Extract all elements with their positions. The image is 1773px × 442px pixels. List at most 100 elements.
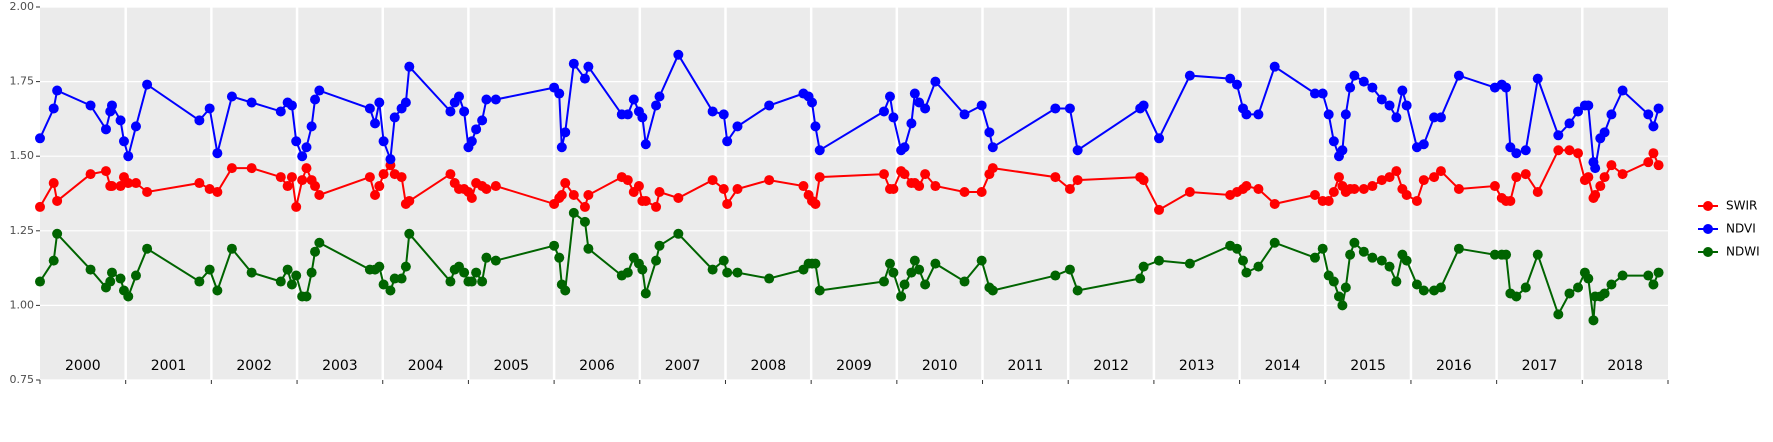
data-point (673, 49, 684, 60)
data-point (579, 201, 590, 212)
data-point (549, 240, 560, 251)
year-label: 2009 (836, 358, 872, 374)
data-point (1138, 261, 1149, 272)
data-point (118, 136, 129, 147)
data-point (301, 142, 312, 153)
data-point (764, 273, 775, 284)
data-point (291, 270, 302, 281)
data-point (1349, 184, 1360, 195)
data-point (1401, 100, 1412, 111)
data-point (297, 151, 308, 162)
data-point (1564, 288, 1575, 299)
data-point (374, 97, 385, 108)
data-point (1367, 181, 1378, 192)
data-point (130, 178, 141, 189)
data-point (301, 163, 312, 174)
year-label: 2010 (922, 358, 958, 374)
data-point (106, 181, 117, 192)
data-point (226, 163, 237, 174)
data-point (1435, 282, 1446, 293)
data-point (1553, 145, 1564, 156)
data-point (810, 121, 821, 132)
data-point (1064, 264, 1075, 275)
data-point (291, 136, 302, 147)
data-point (471, 267, 482, 278)
data-point (212, 148, 223, 159)
year-label: 2013 (1179, 358, 1215, 374)
data-point (1643, 157, 1654, 168)
year-label: 2008 (750, 358, 786, 374)
y-tick-label: 1.25 (10, 224, 35, 237)
data-point (959, 276, 970, 287)
data-point (310, 94, 321, 105)
data-point (1411, 195, 1422, 206)
data-point (1391, 112, 1402, 123)
data-point (1489, 181, 1500, 192)
data-point (888, 267, 899, 278)
year-label: 2012 (1093, 358, 1129, 374)
data-point (899, 279, 910, 290)
data-point (291, 201, 302, 212)
data-point (306, 267, 317, 278)
data-point (310, 181, 321, 192)
data-point (314, 85, 325, 96)
data-point (622, 175, 633, 186)
data-point (654, 240, 665, 251)
year-label: 2007 (665, 358, 701, 374)
data-point (459, 267, 470, 278)
data-point (490, 94, 501, 105)
data-point (640, 195, 651, 206)
year-label: 2006 (579, 358, 615, 374)
data-point (204, 184, 215, 195)
data-point (1358, 246, 1369, 257)
data-point (987, 163, 998, 174)
data-point (976, 187, 987, 198)
data-point (1583, 172, 1594, 183)
y-tick-label: 1.00 (10, 298, 35, 311)
data-point (1072, 285, 1083, 296)
data-point (1653, 160, 1664, 171)
data-point (1606, 160, 1617, 171)
data-point (651, 255, 662, 266)
data-point (914, 264, 925, 275)
data-point (389, 112, 400, 123)
data-point (1648, 148, 1659, 159)
data-point (579, 216, 590, 227)
data-point (123, 291, 134, 302)
data-point (106, 267, 117, 278)
year-label: 2004 (408, 358, 444, 374)
data-point (130, 121, 141, 132)
data-point (1309, 88, 1320, 99)
data-point (1599, 127, 1610, 138)
data-point (1573, 282, 1584, 293)
data-point (1154, 255, 1165, 266)
data-point (404, 61, 415, 72)
data-point (732, 121, 743, 132)
data-point (378, 169, 389, 180)
data-point (654, 91, 665, 102)
data-point (275, 106, 286, 117)
data-point (286, 172, 297, 183)
data-point (583, 61, 594, 72)
data-point (445, 276, 456, 287)
data-point (1617, 169, 1628, 180)
data-point (622, 109, 633, 120)
data-point (1573, 106, 1584, 117)
data-point (1391, 276, 1402, 287)
data-point (1532, 73, 1543, 84)
data-point (1606, 279, 1617, 290)
data-point (194, 115, 205, 126)
data-point (673, 192, 684, 203)
data-point (884, 258, 895, 269)
data-point (976, 255, 987, 266)
data-point (301, 291, 312, 302)
data-point (1184, 70, 1195, 81)
data-point (1599, 172, 1610, 183)
data-point (400, 97, 411, 108)
data-point (52, 85, 63, 96)
data-point (370, 189, 381, 200)
year-label: 2001 (151, 358, 187, 374)
data-point (732, 267, 743, 278)
data-point (556, 142, 567, 153)
